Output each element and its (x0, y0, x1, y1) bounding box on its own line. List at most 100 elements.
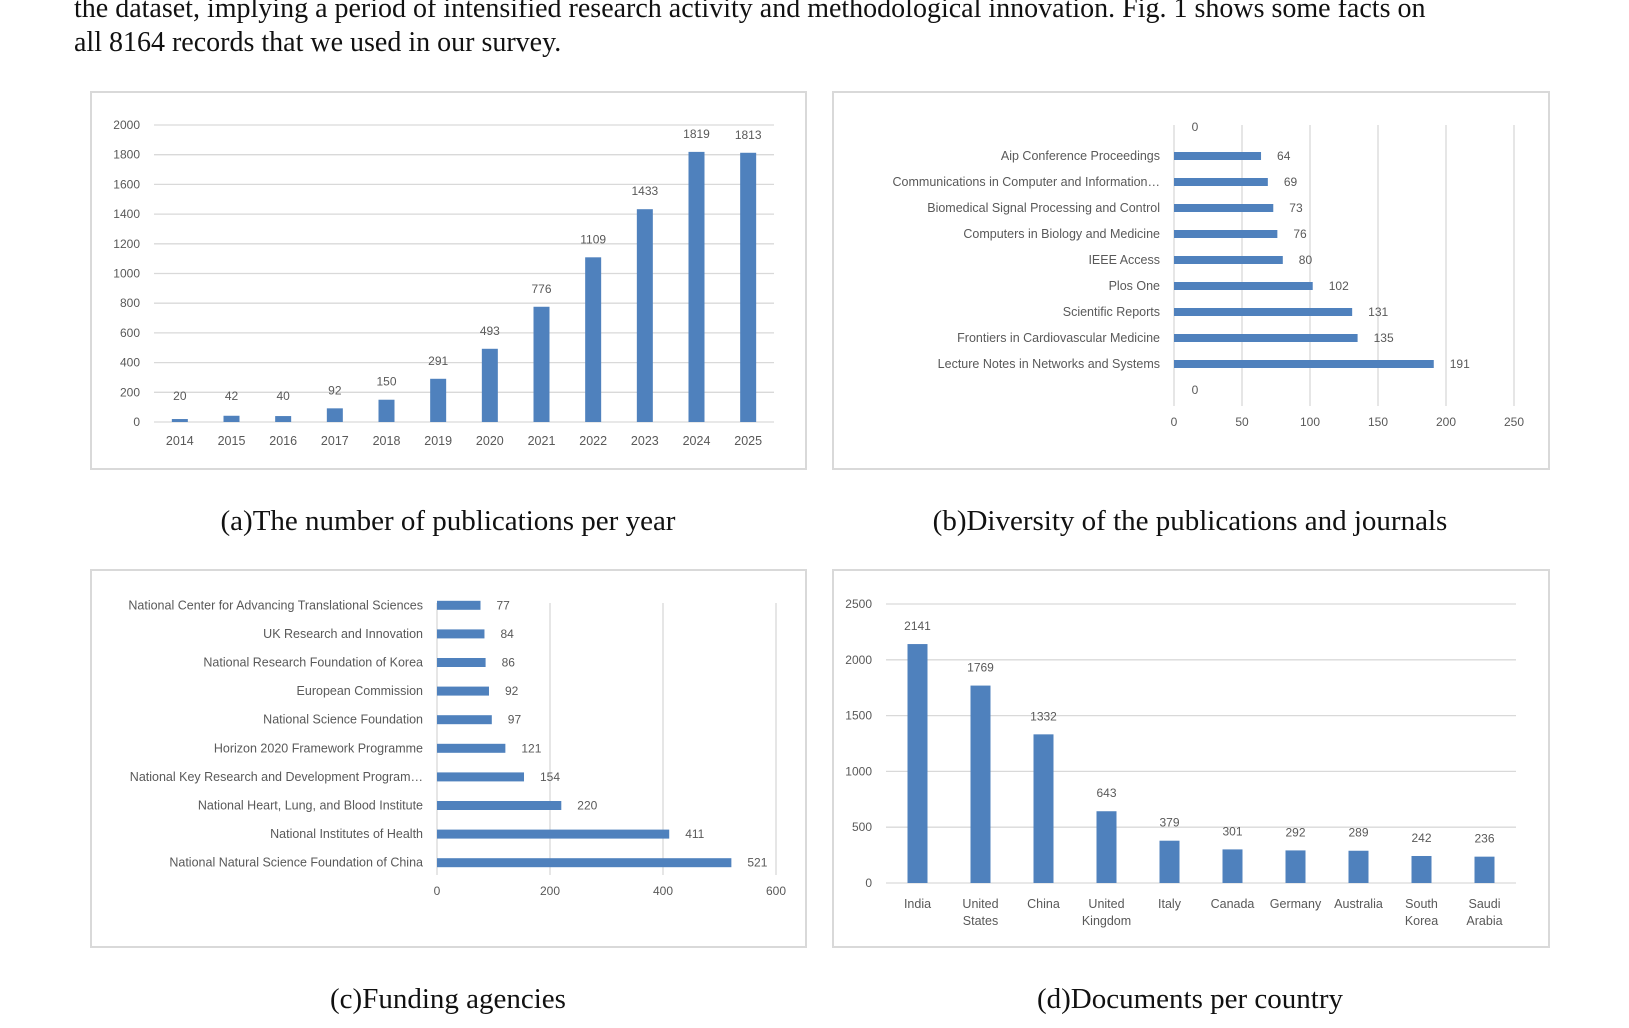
category-label: National Heart, Lung, and Blood Institut… (198, 799, 423, 813)
category-label: Communications in Computer and Informati… (893, 175, 1160, 189)
x-tick-label: 250 (1504, 415, 1524, 429)
paragraph-line-1: the dataset, implying a period of intens… (74, 0, 1426, 24)
data-label: 64 (1277, 149, 1291, 163)
data-label: 1433 (631, 184, 658, 198)
bar (1222, 849, 1243, 883)
category-label: National Research Foundation of Korea (203, 656, 423, 670)
x-tick-label: 150 (1368, 415, 1388, 429)
x-tick-label: 400 (653, 884, 673, 898)
data-label: 0 (1192, 383, 1199, 397)
y-tick-label: 0 (865, 876, 872, 890)
x-tick-label: States (963, 914, 998, 928)
y-tick-label: 2500 (845, 597, 872, 611)
category-label: National Key Research and Development Pr… (130, 770, 423, 784)
bar (907, 644, 928, 883)
y-tick-label: 200 (120, 385, 140, 399)
category-label: European Commission (297, 684, 423, 698)
data-label: 154 (540, 770, 560, 784)
data-label: 236 (1474, 832, 1494, 846)
y-tick-label: 400 (120, 356, 140, 370)
bar (437, 658, 486, 667)
x-tick-label: 2023 (631, 434, 659, 448)
y-tick-label: 1800 (113, 148, 140, 162)
x-tick-label: United (962, 897, 998, 911)
chart-svg-documents-per-country: 0 500 1000 1500 2000 2500 2141 India 1769 United S… (845, 597, 1516, 928)
category-label: Frontiers in Cardiovascular Medicine (957, 331, 1160, 345)
data-label: 40 (276, 389, 290, 403)
bar (430, 378, 447, 422)
x-tick-label: 200 (540, 884, 560, 898)
data-label: 291 (428, 354, 448, 368)
caption-d: (d)Documents per country (1036, 983, 1343, 1015)
chart-panel-documents-per-country: 0 500 1000 1500 2000 2500 2141 India 1769 United S… (832, 569, 1550, 948)
category-label: National Institutes of Health (270, 827, 423, 841)
paragraph-line-2: all 8164 records that we used in our sur… (74, 27, 562, 58)
data-label: 191 (1450, 357, 1470, 371)
bar (437, 629, 485, 639)
bar (481, 348, 498, 422)
category-label: Aip Conference Proceedings (1001, 149, 1160, 163)
data-label: 150 (376, 375, 396, 389)
x-tick-label: 200 (1436, 415, 1456, 429)
category-label: Biomedical Signal Processing and Control (927, 201, 1160, 215)
data-label: 92 (505, 684, 519, 698)
bar (1174, 334, 1358, 342)
data-label: 77 (497, 598, 511, 612)
bar (1174, 152, 1262, 160)
data-label: 301 (1222, 824, 1242, 838)
bar (437, 743, 506, 753)
category-label: Scientific Reports (1063, 305, 1160, 319)
bar (437, 858, 732, 868)
data-label: 73 (1289, 201, 1303, 215)
data-label: 69 (1284, 175, 1298, 189)
chart-svg-publications-per-year: 0200400600800100012001400160018002000202… (113, 118, 774, 448)
caption-b: (b)Diversity of the publications and jou… (932, 505, 1448, 537)
bar (1174, 230, 1278, 238)
data-label: 1769 (967, 661, 994, 675)
data-label: 0 (1192, 120, 1199, 134)
bar (1474, 856, 1495, 883)
bar (437, 686, 489, 696)
y-tick-label: 1200 (113, 237, 140, 251)
bar (1174, 178, 1268, 186)
y-tick-label: 1000 (845, 764, 872, 778)
bar (1159, 840, 1180, 883)
x-tick-label: 2017 (321, 434, 349, 448)
bar (437, 772, 525, 782)
data-label: 84 (500, 627, 514, 641)
x-tick-label: China (1027, 897, 1060, 911)
x-tick-label: 600 (766, 884, 786, 898)
x-tick-label: 2015 (218, 434, 246, 448)
bar (1348, 850, 1369, 883)
data-label: 76 (1293, 227, 1307, 241)
data-label: 121 (521, 741, 541, 755)
category-label: National Natural Science Foundation of C… (169, 856, 423, 870)
data-label: 97 (508, 713, 522, 727)
bar (1174, 256, 1283, 264)
data-label: 131 (1368, 305, 1388, 319)
data-label: 80 (1299, 253, 1313, 267)
bar (740, 152, 757, 422)
x-tick-label: 2019 (424, 434, 452, 448)
x-tick-label: Italy (1158, 897, 1182, 911)
bar (1096, 811, 1117, 883)
bar (437, 801, 562, 810)
x-tick-label: Saudi (1469, 897, 1501, 911)
x-tick-label: 0 (1171, 415, 1178, 429)
bar (636, 209, 653, 422)
data-label: 289 (1348, 826, 1368, 840)
data-label: 86 (502, 656, 516, 670)
category-label: National Center for Advancing Translatio… (128, 598, 423, 612)
x-tick-label: 2020 (476, 434, 504, 448)
data-label: 411 (685, 827, 704, 841)
category-label: IEEE Access (1088, 253, 1160, 267)
x-tick-label: 50 (1235, 415, 1249, 429)
data-label: 292 (1285, 825, 1305, 839)
bar (1174, 360, 1434, 368)
x-tick-label: Korea (1405, 914, 1438, 928)
bar (223, 415, 240, 422)
bar (1411, 855, 1432, 883)
chart-panel-journals: 0 50 100 150 200 250 64 Aip Conference Proceedi… (832, 91, 1550, 470)
x-tick-label: South (1405, 897, 1438, 911)
y-tick-label: 1400 (113, 207, 140, 221)
